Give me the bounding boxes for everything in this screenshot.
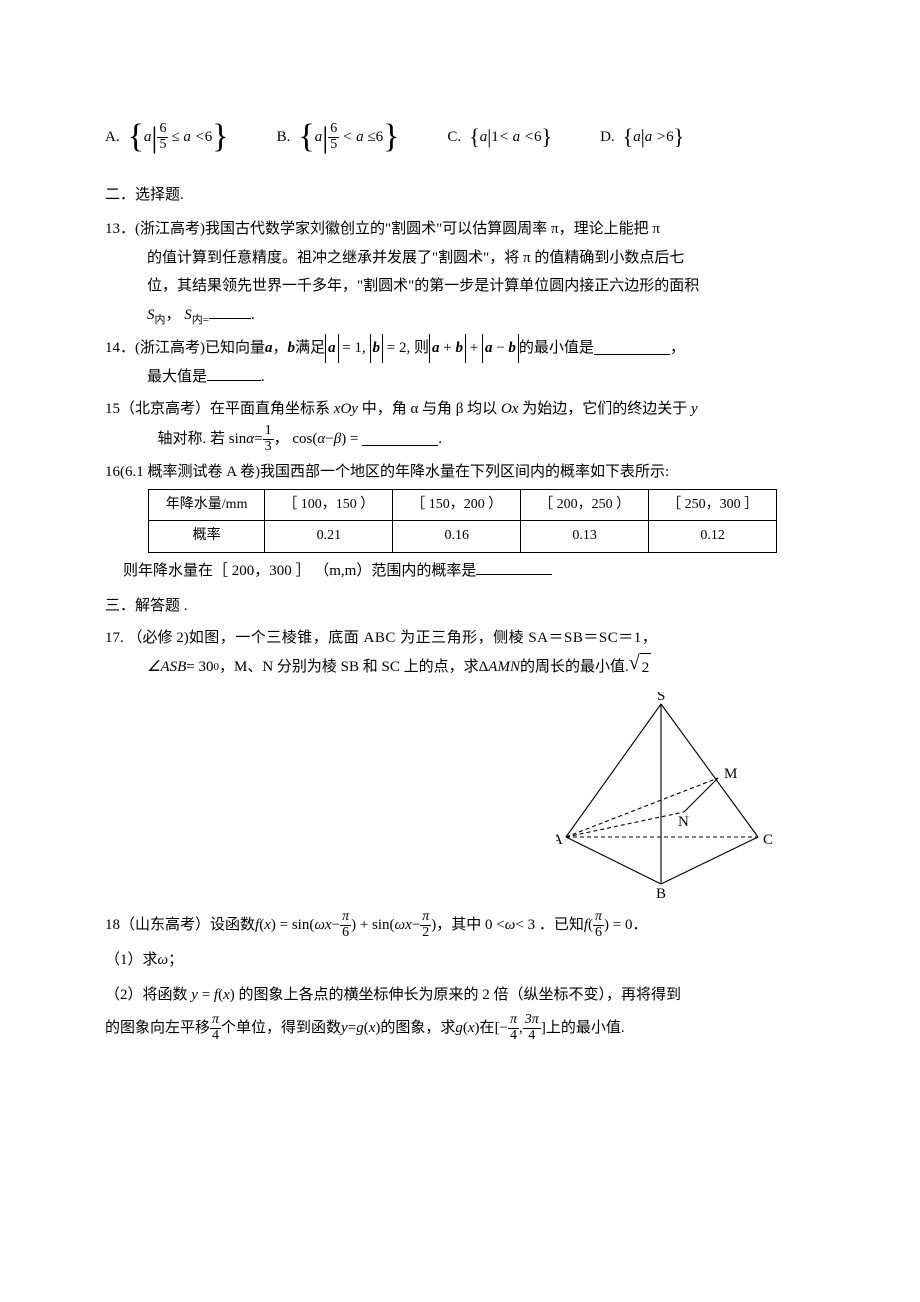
option-c: C. { a| 1 < a < 6 } xyxy=(447,123,552,152)
tetrahedron-svg: S A B C M N xyxy=(556,692,780,900)
table-row: 年降水量/mm ［ 100，150 ） ［ 150，200 ） ［ 200，25… xyxy=(148,489,776,521)
blank-q16 xyxy=(476,562,552,576)
question-16: 16(6.1 概率测试卷 A 卷)我国西部一个地区的年降水量在下列区间内的概率如… xyxy=(105,458,820,585)
node-m-label: M xyxy=(724,766,737,782)
blank-q14-max xyxy=(207,367,261,381)
section-2-title: 二．选择题. xyxy=(105,181,820,210)
option-d-label: D. xyxy=(600,123,615,152)
option-b: B. { a | 65 < a ≤ 6 } xyxy=(277,122,400,153)
probability-table: 年降水量/mm ［ 100，150 ） ［ 150，200 ） ［ 200，25… xyxy=(148,489,777,553)
answer-options: A. { a | 65 ≤ a < 6 } B. { a | 65 < a ≤ … xyxy=(105,122,820,153)
blank-q15 xyxy=(362,432,438,446)
node-a-label: A xyxy=(556,832,563,848)
sqrt-2: √2 xyxy=(629,653,651,683)
question-17: 17. （必修 2)如图，一个三棱锥，底面 ABC 为正三角形，侧棱 SA＝SB… xyxy=(105,624,820,682)
question-18: 18（山东高考）设函数 f(x) = sin(ωx − π6 ) + sin(ω… xyxy=(105,910,820,1044)
option-a-label: A. xyxy=(105,123,120,152)
tetrahedron-figure: S A B C M N xyxy=(105,692,820,900)
blank-q13 xyxy=(209,305,251,319)
node-b-label: B xyxy=(656,886,666,900)
question-15: 15（北京高考）在平面直角坐标系 xOy 中，角 α 与角 β 均以 Ox 为始… xyxy=(105,395,820,454)
blank-q14-min xyxy=(594,342,670,356)
option-a: A. { a | 65 ≤ a < 6 } xyxy=(105,122,229,153)
table-row: 概率 0.21 0.16 0.13 0.12 xyxy=(148,521,776,553)
section-3-title: 三．解答题 . xyxy=(105,592,820,621)
question-14: 14．(浙江高考)已知向量 a， b 满足 a = 1, b = 2, 则 a … xyxy=(105,334,820,391)
option-d: D. { a| a > 6 } xyxy=(600,123,684,152)
question-13: 13．(浙江高考)我国古代数学家刘徽创立的"割圆术"可以估算圆周率 π，理论上能… xyxy=(105,215,820,330)
node-s-label: S xyxy=(657,692,665,704)
option-c-label: C. xyxy=(447,123,461,152)
node-n-label: N xyxy=(678,814,689,830)
node-c-label: C xyxy=(763,832,773,848)
option-b-label: B. xyxy=(277,123,291,152)
